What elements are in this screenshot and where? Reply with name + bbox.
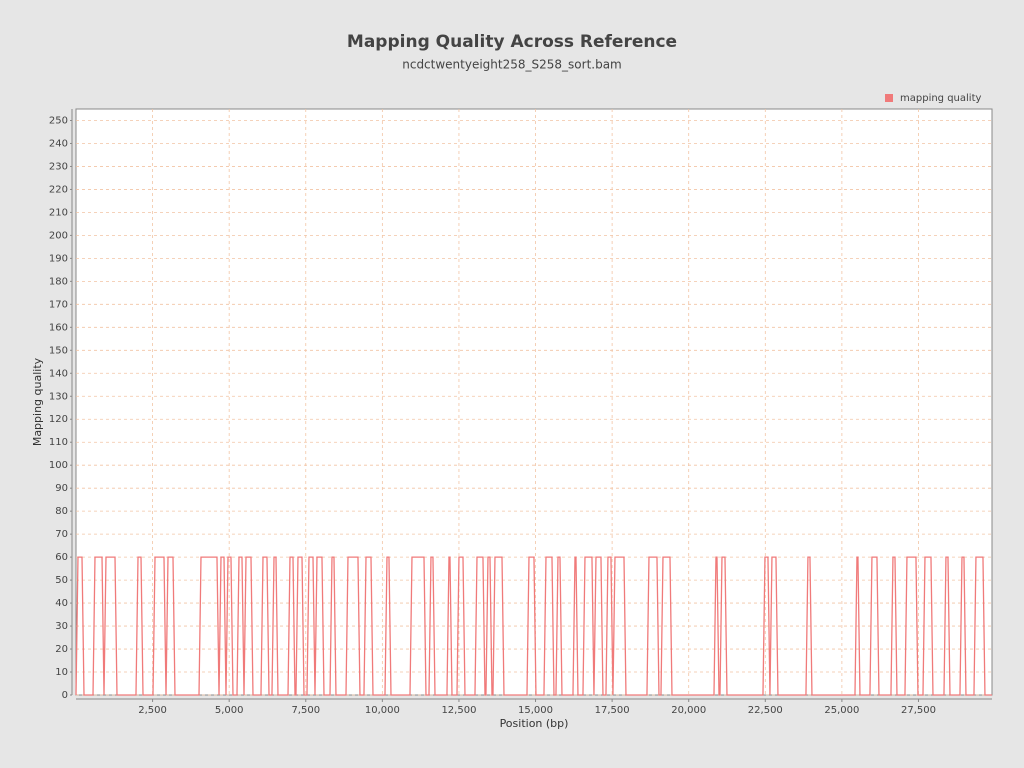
y-tick-label: 150 [49, 345, 68, 356]
x-tick-label: 12,500 [441, 705, 476, 716]
x-tick-label: 17,500 [595, 705, 630, 716]
y-tick-label: 140 [49, 368, 68, 379]
y-tick-label: 110 [49, 437, 68, 448]
y-tick-label: 40 [55, 598, 68, 609]
chart-subtitle: ncdctwentyeight258_S258_sort.bam [402, 58, 622, 72]
x-tick-label: 7,500 [291, 705, 320, 716]
y-tick-label: 250 [49, 115, 68, 126]
y-tick-label: 180 [49, 276, 68, 287]
x-tick-label: 5,000 [215, 705, 244, 716]
x-tick-label: 15,000 [518, 705, 553, 716]
y-tick-label: 120 [49, 414, 68, 425]
y-tick-label: 50 [55, 575, 68, 586]
legend-swatch [885, 94, 893, 102]
x-tick-label: 2,500 [138, 705, 167, 716]
data-line [75, 556, 992, 696]
y-tick-label: 170 [49, 299, 68, 310]
x-tick-label: 20,000 [671, 705, 706, 716]
y-tick-label: 190 [49, 253, 68, 264]
y-tick-label: 200 [49, 230, 68, 241]
y-axis-label: Mapping quality [31, 357, 44, 446]
y-tick-label: 160 [49, 322, 68, 333]
y-tick-label: 230 [49, 161, 68, 172]
chart-title: Mapping Quality Across Reference [347, 32, 677, 52]
x-tick-label: 27,500 [901, 705, 936, 716]
y-tick-label: 20 [55, 644, 68, 655]
y-tick-label: 10 [55, 667, 68, 678]
x-axis-label: Position (bp) [500, 717, 569, 730]
y-tick-label: 90 [55, 483, 68, 494]
y-tick-label: 70 [55, 529, 68, 540]
y-tick-label: 130 [49, 391, 68, 402]
legend-label: mapping quality [900, 93, 981, 104]
y-tick-label: 30 [55, 621, 68, 632]
x-tick-label: 10,000 [365, 705, 400, 716]
marks [75, 556, 992, 696]
y-tick-label: 100 [49, 460, 68, 471]
plot-area [75, 108, 993, 696]
y-tick-label: 210 [49, 207, 68, 218]
grid [76, 109, 992, 696]
y-tick-label: 0 [62, 690, 68, 701]
x-tick-label: 22,500 [748, 705, 783, 716]
x-tick-label: 25,000 [824, 705, 859, 716]
y-tick-label: 220 [49, 184, 68, 195]
y-tick-label: 60 [55, 552, 68, 563]
y-tick-label: 240 [49, 138, 68, 149]
y-tick-label: 80 [55, 506, 68, 517]
